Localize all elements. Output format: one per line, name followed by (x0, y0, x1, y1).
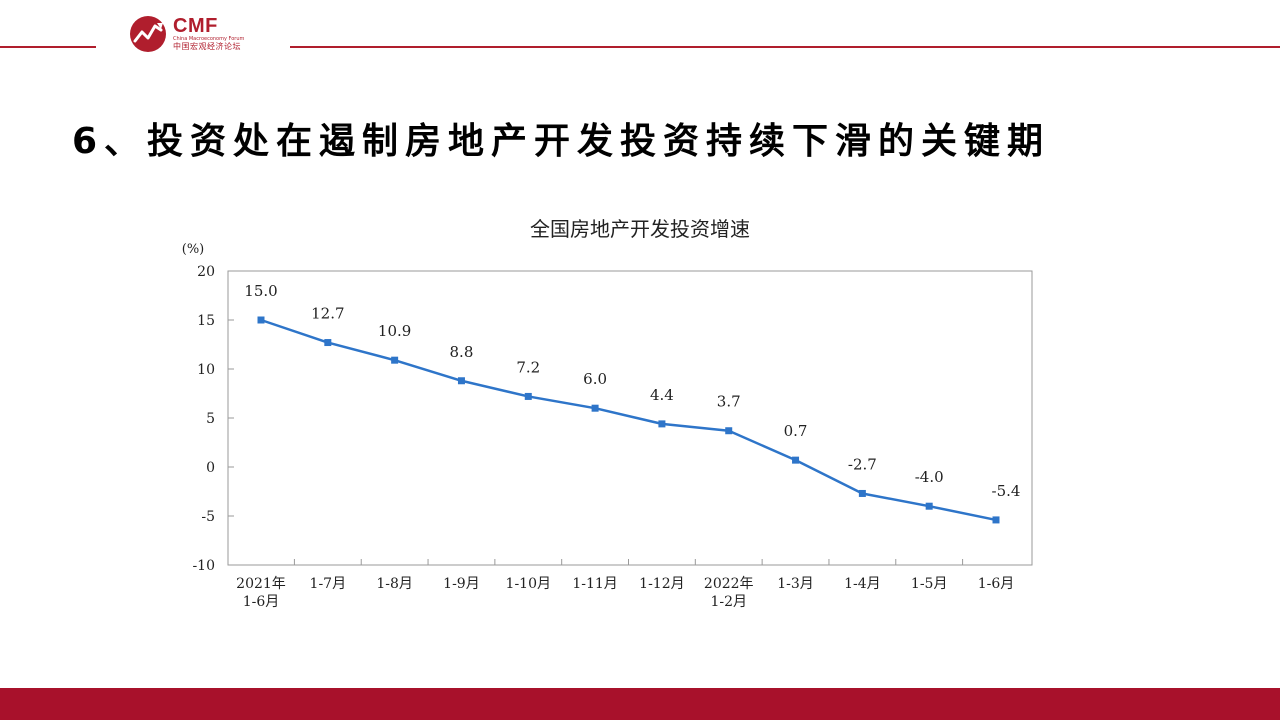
data-label: -4.0 (915, 468, 944, 486)
y-tick-label: 5 (206, 411, 215, 427)
data-label: -2.7 (848, 455, 877, 473)
y-tick-label: 10 (197, 362, 215, 378)
y-tick-label: -10 (192, 558, 215, 574)
header-rule-left (0, 46, 96, 48)
x-tick-label: 1-8月 (376, 576, 413, 592)
data-labels: 15.0 12.7 10.9 8.8 7.2 6.0 4.4 3.7 0.7 -2.7 -4.0 -5… (244, 282, 1020, 500)
cmf-logo: CMF China Macroeconomy Forum 中国宏观经济论坛 (128, 12, 288, 56)
header-rule-right (290, 46, 1280, 48)
data-label: 0.7 (784, 422, 808, 440)
x-tick-label: 2022年 (704, 576, 754, 592)
x-tick-label: 1-10月 (506, 576, 551, 592)
data-label: 3.7 (717, 393, 741, 411)
x-tick-label: 2021年 (236, 576, 286, 592)
chart-title: 全国房地产开发投资增速 (530, 217, 750, 241)
data-label: 8.8 (450, 343, 474, 361)
data-point (858, 489, 866, 497)
series-line (260, 318, 997, 522)
x-tick-label: 1-7月 (310, 576, 347, 592)
data-label: 12.7 (311, 305, 344, 323)
data-label: 15.0 (244, 282, 277, 300)
data-point (324, 339, 332, 347)
footer-bar (0, 688, 1280, 720)
x-tick-label: 1-3月 (777, 576, 814, 592)
series-group (257, 316, 1000, 524)
data-point (725, 427, 733, 435)
logo-cn-name: 中国宏观经济论坛 (173, 42, 241, 51)
data-label: 7.2 (516, 358, 540, 376)
data-point (792, 456, 800, 464)
y-axis: 20 15 10 5 0 -5 -10 (192, 264, 234, 574)
data-point (925, 502, 933, 510)
x-tick-label: 1-2月 (710, 594, 747, 610)
y-tick-label: -5 (201, 509, 215, 525)
slide-title: 6、投资处在遏制房地产开发投资持续下滑的关键期 (72, 121, 1051, 162)
data-point (658, 420, 666, 428)
x-tick-label: 1-12月 (639, 576, 684, 592)
logo-name: CMF (173, 15, 218, 37)
logo-subtitle: China Macroeconomy Forum (173, 36, 245, 42)
data-label: 6.0 (583, 370, 607, 388)
y-unit-label: (%) (182, 242, 205, 257)
data-label: 4.4 (650, 386, 674, 404)
data-point (992, 516, 1000, 524)
x-tick-label: 1-4月 (844, 576, 881, 592)
data-point (257, 316, 265, 324)
x-axis: 2021年 1-6月 1-7月 1-8月 1-9月 1-10月 1-11月 1-12月 2022… (236, 559, 1014, 610)
x-tick-label: 1-11月 (572, 576, 617, 592)
data-label: 10.9 (378, 322, 411, 340)
x-tick-label: 1-6月 (978, 576, 1015, 592)
plot-area-frame (227, 270, 1033, 566)
data-point (457, 377, 465, 385)
y-tick-label: 20 (197, 264, 215, 280)
x-tick-label: 1-6月 (243, 594, 280, 610)
data-label: -5.4 (992, 482, 1021, 500)
data-point (591, 404, 599, 412)
x-tick-label: 1-5月 (911, 576, 948, 592)
y-tick-label: 0 (206, 460, 215, 476)
data-point (524, 392, 532, 400)
data-point (391, 356, 399, 364)
x-tick-label: 1-9月 (443, 576, 480, 592)
cmf-logo-icon (130, 16, 166, 52)
y-tick-label: 15 (197, 313, 215, 329)
